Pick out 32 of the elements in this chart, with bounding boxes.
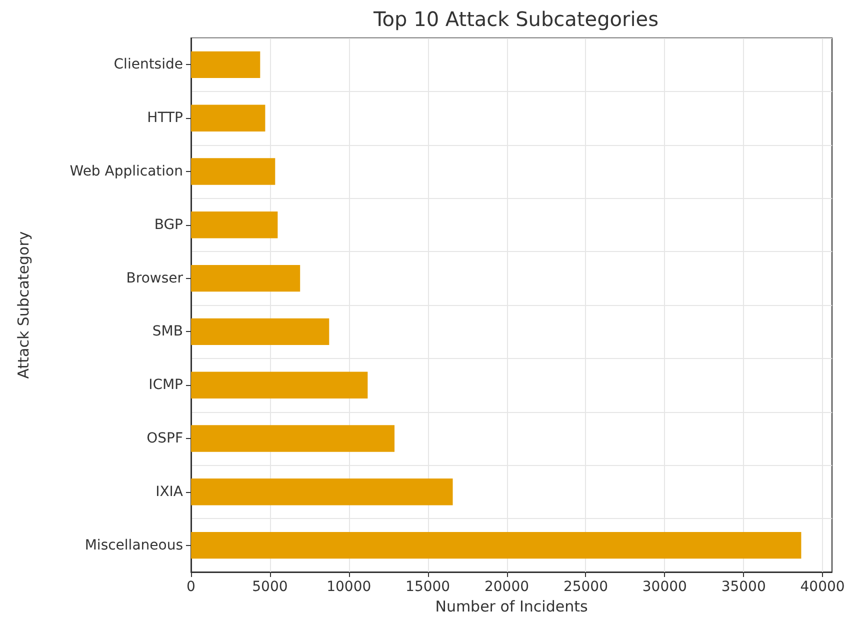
- y-tick-label: Web Application: [70, 164, 183, 180]
- bar: [191, 318, 330, 346]
- bar: [191, 478, 453, 506]
- y-axis-title: Attack Subcategory: [14, 231, 32, 379]
- bar: [191, 51, 260, 78]
- bar: [191, 104, 266, 132]
- x-tick-label: 25000: [563, 579, 608, 595]
- x-tick-label: 30000: [642, 579, 687, 595]
- y-tick-label: HTTP: [147, 110, 183, 126]
- x-tick-label: 0: [186, 579, 196, 595]
- x-tick-label: 10000: [326, 579, 372, 595]
- y-tick-label: Miscellaneous: [84, 537, 183, 554]
- bar: [191, 372, 368, 398]
- bar: [191, 532, 802, 559]
- bar: [191, 264, 300, 292]
- x-tick-label: 40000: [800, 579, 845, 595]
- y-tick-label: Browser: [126, 270, 184, 286]
- x-tick-label: 20000: [484, 579, 530, 595]
- bar: [191, 212, 278, 238]
- x-tick-label: 35000: [721, 579, 766, 595]
- y-tick-label: SMB: [152, 324, 183, 340]
- y-tick-label: Clientside: [114, 56, 183, 73]
- bar: [191, 425, 395, 452]
- y-tick-label: IXIA: [156, 484, 184, 500]
- x-tick-label: 15000: [406, 579, 450, 595]
- chart-title: Top 10 Attack Subcategories: [372, 7, 659, 31]
- x-axis-title: Number of Incidents: [435, 597, 588, 616]
- y-tick-label: OSPF: [146, 430, 183, 446]
- bar: [191, 158, 276, 185]
- y-tick-label: BGP: [154, 216, 183, 233]
- y-tick-label: ICMP: [148, 377, 183, 394]
- x-tick-label: 5000: [252, 579, 288, 595]
